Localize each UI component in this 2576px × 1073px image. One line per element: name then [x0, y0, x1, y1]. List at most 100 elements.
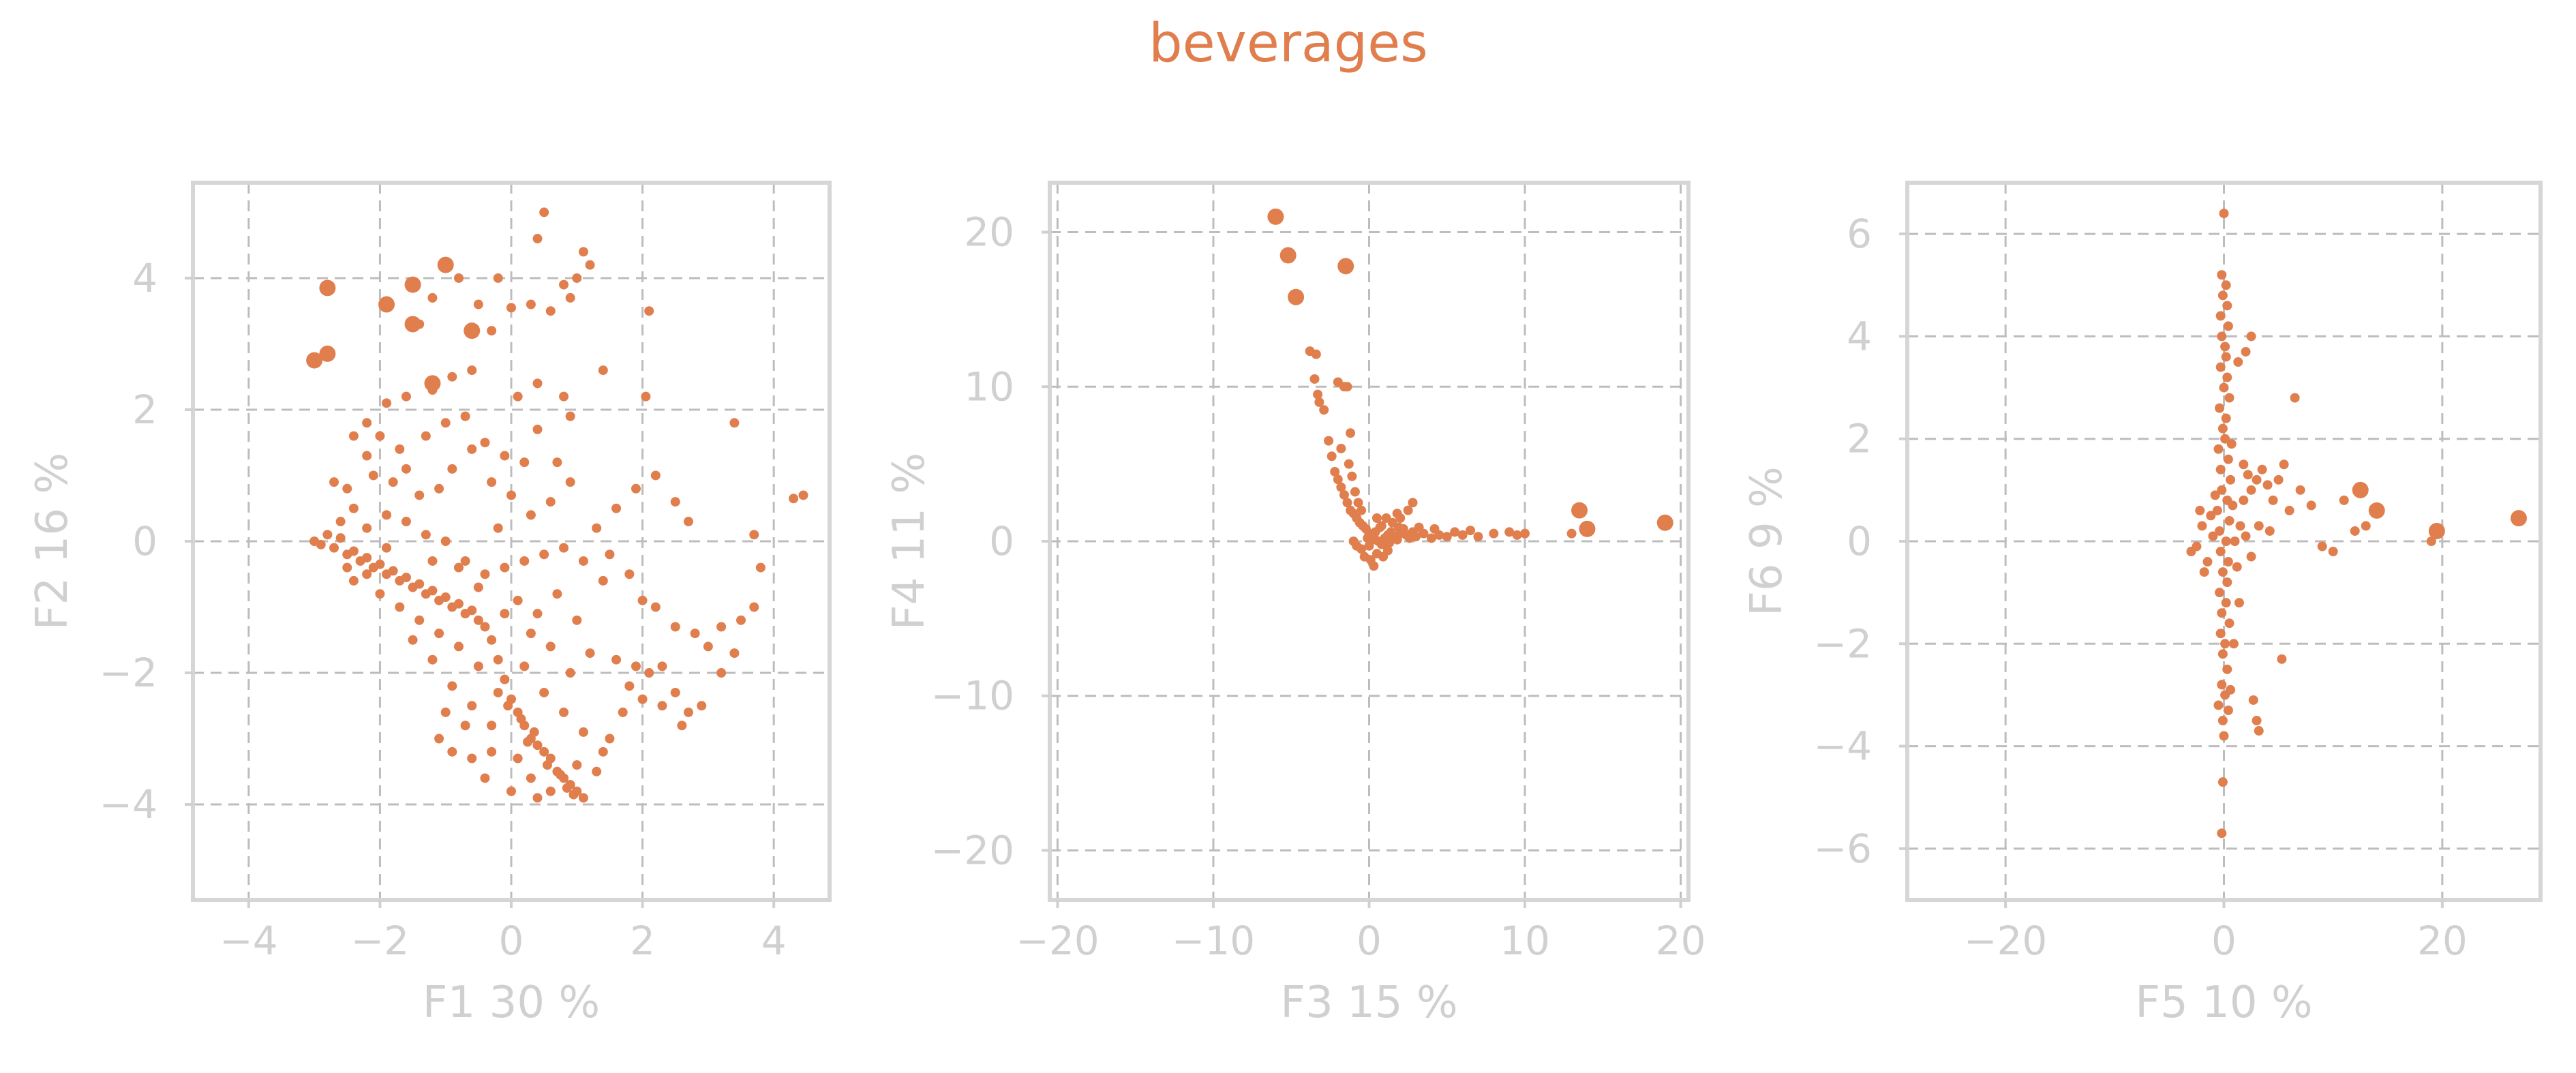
data-point	[755, 562, 766, 573]
data-point	[631, 483, 641, 494]
data-point	[559, 391, 569, 402]
data-point	[2222, 372, 2232, 382]
data-point	[1350, 487, 1360, 497]
data-point	[493, 687, 503, 697]
data-point	[526, 773, 536, 783]
data-point	[592, 523, 602, 533]
data-point	[414, 579, 425, 589]
data-point	[2273, 474, 2284, 485]
data-point-large	[1267, 208, 1284, 225]
data-point	[395, 602, 405, 612]
data-point	[2217, 680, 2227, 690]
data-point	[605, 549, 615, 560]
x-tick-label: −2	[351, 918, 410, 964]
data-point	[2290, 393, 2300, 403]
data-point	[1382, 545, 1393, 556]
data-point	[421, 530, 431, 540]
data-point	[440, 592, 451, 603]
data-point	[427, 556, 438, 566]
data-point	[2226, 474, 2236, 485]
data-point	[641, 391, 651, 402]
data-point	[473, 299, 483, 309]
data-point	[2217, 331, 2227, 342]
data-point	[2213, 700, 2224, 710]
data-point	[395, 444, 405, 454]
data-point	[618, 707, 628, 717]
data-point	[467, 753, 477, 764]
data-point	[523, 737, 533, 747]
x-tick-label: 0	[1357, 918, 1382, 964]
data-point	[408, 635, 418, 645]
data-point	[513, 391, 523, 402]
data-point	[453, 273, 464, 283]
data-point	[1330, 466, 1340, 477]
data-point	[637, 694, 648, 704]
data-point	[2197, 521, 2207, 531]
data-point	[2254, 521, 2264, 531]
data-point	[388, 566, 398, 576]
data-point	[1408, 498, 1418, 508]
data-point	[434, 629, 444, 639]
data-point	[2246, 485, 2256, 495]
data-point	[401, 573, 411, 583]
data-point	[650, 470, 661, 481]
data-point	[388, 477, 398, 487]
data-point	[1313, 389, 1323, 399]
data-point	[453, 599, 464, 609]
chart-title: beverages	[1149, 13, 1428, 74]
data-point	[2222, 577, 2232, 588]
data-point	[1450, 527, 1460, 537]
data-point	[624, 681, 635, 691]
data-point	[322, 530, 333, 540]
data-point	[1457, 530, 1468, 540]
data-point	[329, 543, 339, 553]
data-point	[473, 615, 483, 625]
data-point	[2220, 639, 2230, 649]
data-point	[368, 470, 378, 481]
data-point	[2226, 439, 2237, 449]
data-point	[569, 789, 579, 800]
data-point	[611, 654, 622, 665]
data-point	[375, 589, 385, 599]
x-tick-label: 20	[2417, 918, 2468, 964]
data-point	[2233, 357, 2243, 367]
data-point	[487, 635, 497, 645]
data-point	[493, 273, 503, 283]
data-point	[2306, 500, 2316, 511]
data-point-large	[464, 322, 481, 339]
data-point	[2217, 270, 2227, 280]
data-point	[697, 701, 707, 711]
x-axis-label: F5 10 %	[2135, 978, 2312, 1028]
data-point	[2217, 828, 2227, 838]
data-point	[529, 727, 539, 737]
data-point	[1375, 522, 1385, 532]
data-point	[2223, 705, 2233, 715]
data-point	[2220, 342, 2230, 352]
data-point	[434, 483, 444, 494]
data-point	[493, 523, 503, 533]
data-point	[2246, 331, 2256, 342]
data-point	[2192, 541, 2202, 551]
data-point	[545, 497, 556, 507]
data-point	[670, 497, 680, 507]
y-axis-label: F4 11 %	[884, 453, 935, 630]
data-point	[401, 391, 411, 402]
data-point	[539, 687, 549, 697]
data-point	[335, 517, 346, 527]
data-point	[1442, 532, 1452, 542]
data-point	[1347, 471, 1357, 481]
data-point	[565, 668, 575, 678]
data-point	[460, 411, 470, 421]
data-point	[2239, 459, 2249, 470]
data-point	[2232, 562, 2242, 572]
data-point	[362, 553, 372, 563]
data-point	[447, 746, 457, 757]
data-point	[519, 661, 530, 671]
data-point-large	[319, 279, 336, 297]
y-axis-label: F6 9 %	[1742, 466, 1792, 616]
x-tick-label: 4	[761, 918, 787, 964]
data-point	[1566, 528, 1577, 539]
y-tick-label: −6	[1814, 826, 1873, 872]
y-tick-label: 4	[1847, 313, 1872, 359]
x-tick-label: 2	[630, 918, 655, 964]
